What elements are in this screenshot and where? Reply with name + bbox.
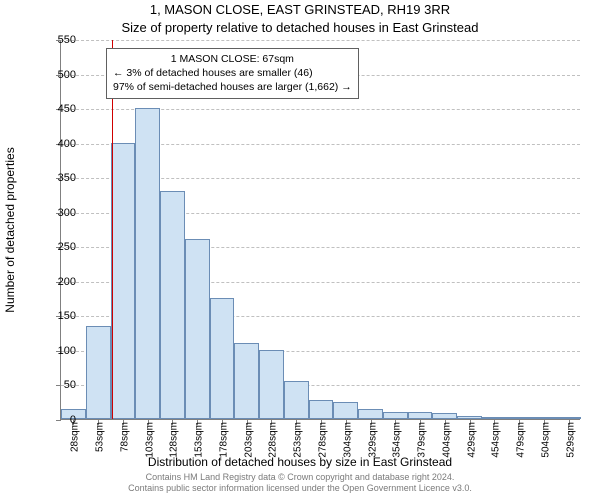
x-tick-label: 178sqm [218, 422, 229, 458]
histogram-bar [135, 108, 160, 419]
histogram-bar [185, 239, 210, 419]
x-tick-label: 479sqm [516, 422, 527, 458]
x-tick-label: 28sqm [70, 422, 81, 452]
x-tick-label: 278sqm [318, 422, 329, 458]
annotation-line: 1 MASON CLOSE: 67sqm [113, 52, 352, 66]
x-tick-label: 304sqm [342, 422, 353, 458]
histogram-bar [358, 409, 383, 419]
title-subtitle: Size of property relative to detached ho… [0, 20, 600, 35]
x-tick-label: 379sqm [417, 422, 428, 458]
histogram-bar [259, 350, 284, 419]
histogram-bar [432, 413, 457, 419]
histogram-bar [507, 417, 532, 419]
histogram-bar [284, 381, 309, 419]
x-tick-label: 78sqm [119, 422, 130, 452]
histogram-bar [309, 400, 334, 419]
footer-line-2: Contains public sector information licen… [0, 483, 600, 494]
histogram-bar [111, 143, 136, 419]
x-tick-label: 354sqm [392, 422, 403, 458]
annotation-line: 97% of semi-detached houses are larger (… [113, 80, 352, 94]
histogram-bar [210, 298, 235, 419]
annotation-box: 1 MASON CLOSE: 67sqm← 3% of detached hou… [106, 48, 359, 99]
y-tick-label: 400 [36, 138, 76, 150]
y-tick-label: 500 [36, 69, 76, 81]
x-tick-label: 103sqm [144, 422, 155, 458]
footer-attribution: Contains HM Land Registry data © Crown c… [0, 472, 600, 494]
y-tick-label: 450 [36, 103, 76, 115]
y-tick-label: 250 [36, 241, 76, 253]
histogram-bar [383, 412, 408, 419]
y-axis-label: Number of detached properties [3, 147, 17, 312]
y-tick-label: 200 [36, 276, 76, 288]
histogram-bar [482, 417, 507, 419]
x-tick-label: 454sqm [491, 422, 502, 458]
x-tick-label: 504sqm [540, 422, 551, 458]
y-tick-label: 350 [36, 172, 76, 184]
x-tick-label: 329sqm [367, 422, 378, 458]
histogram-bar [457, 416, 482, 419]
histogram-bar [333, 402, 358, 419]
x-tick-label: 53sqm [95, 422, 106, 452]
histogram-bar [408, 412, 433, 419]
histogram-bar [86, 326, 111, 419]
x-tick-label: 429sqm [466, 422, 477, 458]
footer-line-1: Contains HM Land Registry data © Crown c… [0, 472, 600, 483]
plot-area: 28sqm53sqm78sqm103sqm128sqm153sqm178sqm2… [60, 40, 580, 420]
x-tick-label: 128sqm [169, 422, 180, 458]
histogram-bar [556, 417, 581, 419]
gridline-h [61, 40, 580, 41]
y-tick-label: 0 [36, 414, 76, 426]
x-tick-label: 253sqm [293, 422, 304, 458]
histogram-bar [160, 191, 185, 419]
histogram-bar [234, 343, 259, 419]
title-address: 1, MASON CLOSE, EAST GRINSTEAD, RH19 3RR [0, 2, 600, 17]
x-tick-label: 203sqm [243, 422, 254, 458]
x-tick-label: 404sqm [441, 422, 452, 458]
x-tick-label: 228sqm [268, 422, 279, 458]
y-tick-label: 550 [36, 34, 76, 46]
annotation-line: ← 3% of detached houses are smaller (46) [113, 66, 352, 80]
x-tick-label: 529sqm [565, 422, 576, 458]
y-tick-label: 150 [36, 310, 76, 322]
y-tick-label: 300 [36, 207, 76, 219]
y-tick-label: 100 [36, 345, 76, 357]
histogram-bar [531, 417, 556, 419]
x-tick-label: 153sqm [194, 422, 205, 458]
y-tick-label: 50 [36, 379, 76, 391]
x-axis-label: Distribution of detached houses by size … [0, 455, 600, 469]
figure-container: 1, MASON CLOSE, EAST GRINSTEAD, RH19 3RR… [0, 0, 600, 500]
